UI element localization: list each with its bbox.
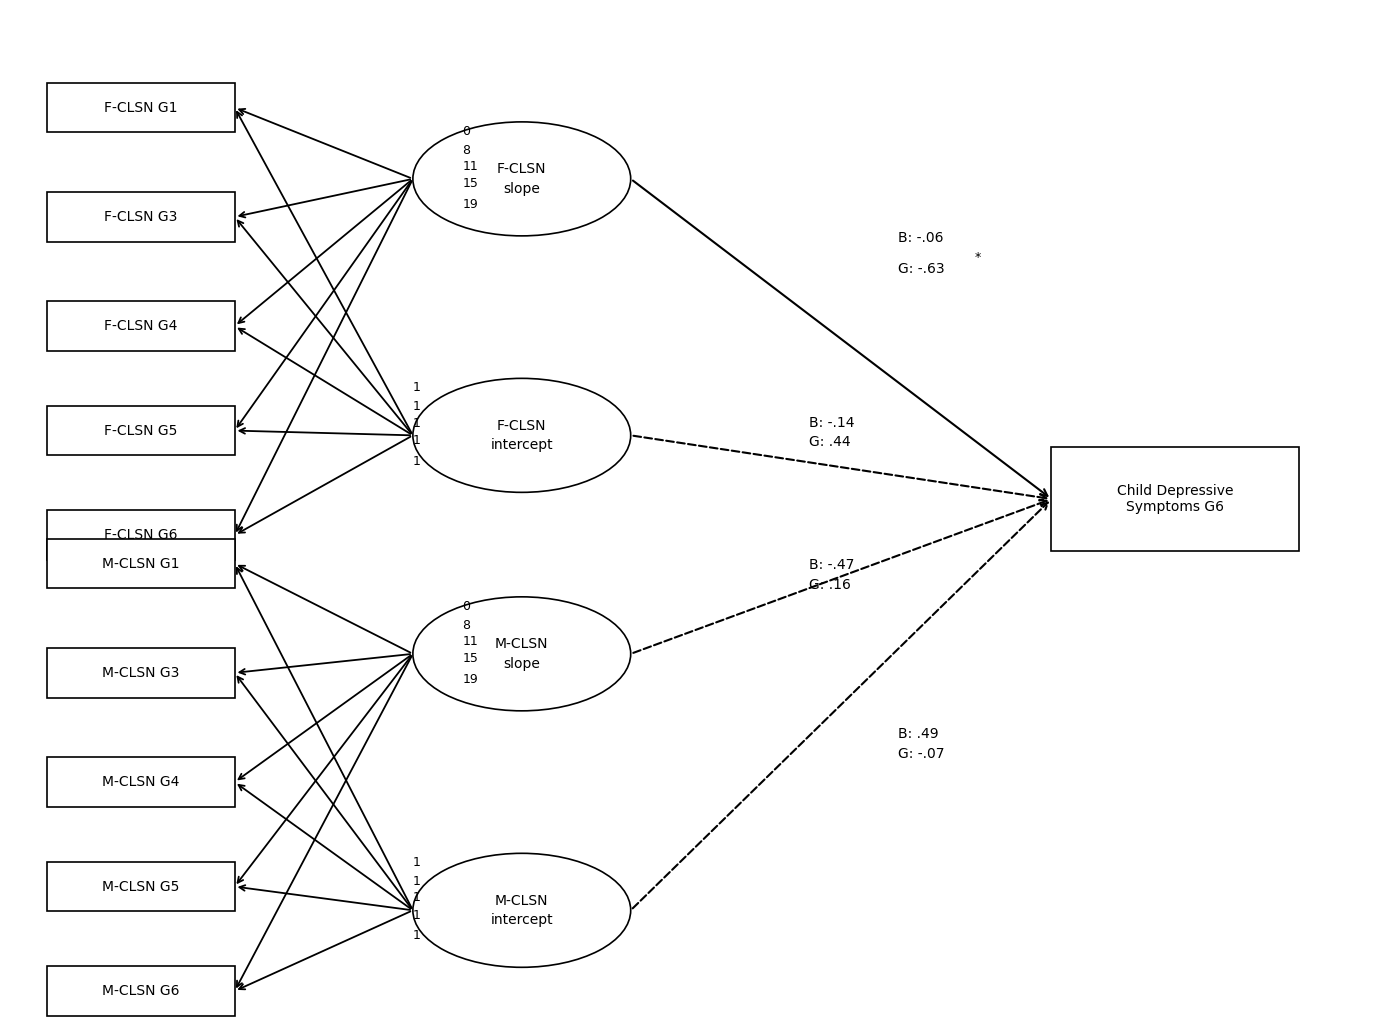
- Text: F-CLSN G5: F-CLSN G5: [104, 424, 178, 437]
- Text: B: -.47
G: .16: B: -.47 G: .16: [809, 558, 854, 592]
- Text: 1: 1: [413, 929, 421, 943]
- Ellipse shape: [413, 378, 630, 492]
- Text: Child Depressive
Symptoms G6: Child Depressive Symptoms G6: [1117, 484, 1233, 514]
- Text: 1: 1: [413, 400, 421, 413]
- Text: 1: 1: [413, 416, 421, 430]
- FancyBboxPatch shape: [46, 757, 235, 807]
- FancyBboxPatch shape: [46, 406, 235, 455]
- FancyBboxPatch shape: [46, 83, 235, 133]
- Text: 1: 1: [413, 909, 421, 922]
- Text: M-CLSN G6: M-CLSN G6: [102, 984, 179, 998]
- Text: 8: 8: [462, 618, 470, 632]
- Text: F-CLSN G4: F-CLSN G4: [104, 319, 178, 334]
- Text: 8: 8: [462, 144, 470, 156]
- Text: B: -.14
G: .44: B: -.14 G: .44: [809, 415, 854, 450]
- Text: 15: 15: [462, 652, 479, 665]
- FancyBboxPatch shape: [46, 539, 235, 588]
- Text: F-CLSN
slope: F-CLSN slope: [497, 162, 546, 196]
- Text: 0: 0: [462, 600, 470, 613]
- Text: 1: 1: [413, 434, 421, 447]
- Text: 1: 1: [413, 875, 421, 888]
- FancyBboxPatch shape: [1051, 447, 1299, 551]
- FancyBboxPatch shape: [46, 301, 235, 351]
- FancyBboxPatch shape: [46, 862, 235, 912]
- Text: 1: 1: [413, 857, 421, 869]
- Text: 1: 1: [413, 381, 421, 395]
- Ellipse shape: [413, 854, 630, 968]
- FancyBboxPatch shape: [46, 967, 235, 1015]
- Ellipse shape: [413, 597, 630, 711]
- Text: B: .49
G: -.07: B: .49 G: -.07: [897, 727, 945, 760]
- Text: 19: 19: [462, 673, 479, 686]
- FancyBboxPatch shape: [46, 649, 235, 697]
- Text: G: -.63: G: -.63: [897, 262, 945, 276]
- Text: 15: 15: [462, 177, 479, 191]
- Text: M-CLSN G3: M-CLSN G3: [102, 666, 179, 680]
- FancyBboxPatch shape: [46, 511, 235, 559]
- Text: 1: 1: [413, 891, 421, 904]
- Text: M-CLSN
slope: M-CLSN slope: [496, 637, 549, 670]
- Text: 19: 19: [462, 198, 479, 211]
- Text: 0: 0: [462, 125, 470, 138]
- Text: *: *: [974, 252, 980, 264]
- Text: F-CLSN G1: F-CLSN G1: [104, 100, 178, 115]
- Text: M-CLSN
intercept: M-CLSN intercept: [490, 894, 553, 927]
- Text: 11: 11: [462, 635, 479, 648]
- Text: F-CLSN G3: F-CLSN G3: [104, 210, 178, 224]
- Text: 1: 1: [413, 455, 421, 467]
- Text: F-CLSN
intercept: F-CLSN intercept: [490, 419, 553, 452]
- Text: M-CLSN G1: M-CLSN G1: [102, 556, 179, 571]
- Text: M-CLSN G5: M-CLSN G5: [102, 880, 179, 894]
- FancyBboxPatch shape: [46, 193, 235, 241]
- Ellipse shape: [413, 122, 630, 236]
- Text: 11: 11: [462, 160, 479, 173]
- Text: F-CLSN G6: F-CLSN G6: [104, 528, 178, 542]
- Text: M-CLSN G4: M-CLSN G4: [102, 775, 179, 789]
- Text: B: -.06: B: -.06: [897, 231, 944, 246]
